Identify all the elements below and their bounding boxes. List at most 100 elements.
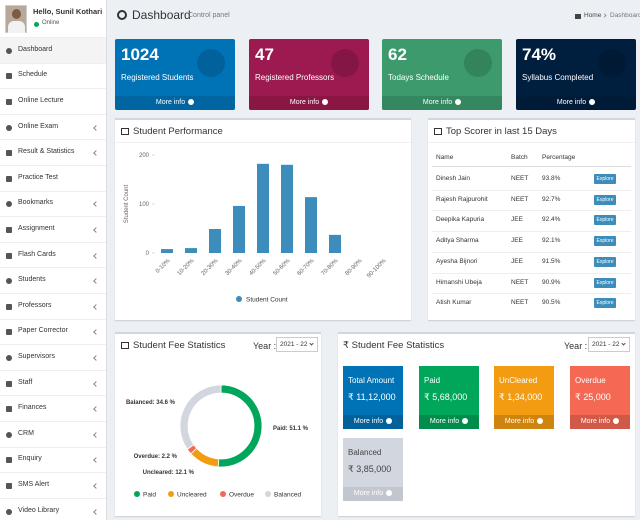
bar bbox=[161, 249, 173, 253]
menu-icon bbox=[6, 124, 12, 131]
explore-button[interactable]: Explore bbox=[594, 174, 616, 184]
bar bbox=[185, 248, 197, 253]
menu-icon bbox=[6, 73, 12, 80]
bar bbox=[329, 234, 341, 253]
year-value: 2021 - 22 bbox=[592, 341, 620, 348]
menu-item[interactable]: Students bbox=[0, 268, 106, 294]
explore-button[interactable]: Explore bbox=[594, 236, 616, 247]
fee-amount: ₹ 1,34,000 bbox=[499, 392, 543, 402]
more-info-link[interactable]: More info bbox=[516, 96, 636, 110]
donut-slice bbox=[217, 384, 263, 468]
stat-label: Registered Professors bbox=[255, 73, 335, 82]
menu-item[interactable]: Schedule bbox=[0, 63, 106, 90]
more-info-link[interactable]: More info bbox=[382, 96, 502, 110]
page-title: Dashboard bbox=[132, 8, 191, 22]
menu-item[interactable]: SMS Alert bbox=[0, 473, 106, 499]
chevron bbox=[93, 124, 99, 131]
more-info-link[interactable]: More info bbox=[115, 96, 235, 110]
breadcrumb-home[interactable]: Home bbox=[584, 12, 602, 19]
menu-icon bbox=[6, 354, 12, 361]
table-icon bbox=[434, 128, 442, 135]
table-cell: Himanshi Ubeja bbox=[436, 278, 482, 286]
table-cell: NEET bbox=[511, 278, 529, 286]
chart-title: Student Fee Statistics bbox=[133, 340, 226, 351]
more-info-link[interactable]: More info bbox=[419, 415, 479, 429]
menu-item[interactable]: Result & Statistics bbox=[0, 140, 106, 166]
menu-item[interactable]: Enquiry bbox=[0, 447, 106, 474]
fee-amount: ₹ 25,000 bbox=[575, 392, 611, 402]
menu-item[interactable]: Flash Cards bbox=[0, 242, 106, 269]
stat-label: Todays Schedule bbox=[388, 73, 449, 82]
year-select[interactable]: 2021 - 22 bbox=[588, 337, 630, 352]
menu-label: Online Exam bbox=[18, 122, 59, 130]
year-value: 2021 - 22 bbox=[280, 341, 308, 348]
explore-button[interactable]: Explore bbox=[594, 194, 616, 205]
menu-item[interactable]: Bookmarks bbox=[0, 191, 106, 218]
chevron bbox=[93, 457, 99, 464]
legend-swatch bbox=[236, 296, 242, 302]
chart-title: Student Performance bbox=[133, 126, 223, 137]
explore-button[interactable]: Explore bbox=[594, 277, 616, 288]
menu-icon bbox=[6, 482, 12, 489]
menu-label: Bookmarks bbox=[18, 199, 54, 207]
x-tick-label: 20-30% bbox=[201, 258, 220, 277]
stat-value: 47 bbox=[255, 45, 274, 64]
menu-item[interactable]: Dashboard bbox=[0, 38, 106, 64]
explore-button[interactable]: Explore bbox=[594, 215, 616, 226]
y-axis-label: Student Count bbox=[124, 184, 130, 223]
menu-item[interactable]: Finances bbox=[0, 396, 106, 422]
year-label: Year : bbox=[564, 341, 588, 351]
bar bbox=[305, 197, 317, 253]
user-status: Online bbox=[42, 20, 60, 26]
menu-item[interactable]: Online Exam bbox=[0, 114, 106, 141]
explore-button[interactable]: Explore bbox=[594, 256, 616, 267]
menu-icon bbox=[6, 457, 12, 464]
fee-label: Balanced bbox=[348, 448, 382, 457]
online-dot bbox=[34, 22, 39, 27]
menu-item[interactable]: Practice Test bbox=[0, 166, 106, 192]
menu-item[interactable]: Assignment bbox=[0, 217, 106, 243]
arrow-icon bbox=[322, 99, 329, 106]
y-tick-label: 200 bbox=[139, 153, 150, 159]
avatar-head bbox=[12, 9, 21, 19]
chevron bbox=[93, 252, 99, 259]
menu-item[interactable]: Staff bbox=[0, 370, 106, 397]
year-label: Year : bbox=[253, 341, 277, 351]
menu-item[interactable]: Paper Corrector bbox=[0, 319, 106, 346]
menu-item[interactable]: Video Library bbox=[0, 498, 106, 520]
y-tick-label: 100 bbox=[139, 202, 150, 208]
stat-value: 62 bbox=[388, 45, 407, 64]
chevron bbox=[93, 380, 99, 387]
x-tick-label: 0-10% bbox=[155, 258, 172, 275]
column-header: Percentage bbox=[542, 154, 576, 161]
legend-swatch bbox=[168, 491, 174, 497]
sidebar: Hello, Sunil Kothari Online Dashboard Sched… bbox=[0, 0, 107, 520]
fee-amount: ₹ 5,68,000 bbox=[424, 392, 468, 402]
menu-item[interactable]: Professors bbox=[0, 294, 106, 320]
more-info-link[interactable]: More info bbox=[343, 415, 403, 429]
menu-item[interactable]: CRM bbox=[0, 422, 106, 448]
chart: 0 100 200 Student Count 0-10% 10-20% 20-30% 30-… bbox=[124, 153, 388, 304]
explore-button[interactable]: Explore bbox=[594, 298, 616, 309]
more-info-link[interactable]: More info bbox=[343, 487, 403, 501]
x-tick-label: 50-60% bbox=[273, 258, 292, 277]
table-cell: 92.4% bbox=[542, 216, 561, 224]
table-cell: Rajesh Rajpurohit bbox=[436, 195, 488, 203]
menu-label: Staff bbox=[18, 378, 33, 386]
more-info-link[interactable]: More info bbox=[570, 415, 630, 429]
menu-item[interactable]: Online Lecture bbox=[0, 89, 106, 115]
menu-icon bbox=[6, 329, 12, 336]
more-info-link[interactable]: More info bbox=[494, 415, 554, 429]
chevron bbox=[93, 303, 99, 310]
chart-icon bbox=[121, 128, 129, 135]
more-info-link[interactable]: More info bbox=[249, 96, 369, 110]
more-info-text: More info bbox=[155, 99, 186, 106]
more-info-text: More info bbox=[556, 99, 587, 106]
year-select[interactable]: 2021 - 22 bbox=[276, 337, 318, 352]
row-border bbox=[432, 272, 631, 274]
x-tick-label: 90-100% bbox=[366, 258, 388, 280]
menu-item[interactable]: Supervisors bbox=[0, 345, 106, 371]
chevron bbox=[93, 227, 99, 233]
menu-icon bbox=[6, 406, 12, 413]
